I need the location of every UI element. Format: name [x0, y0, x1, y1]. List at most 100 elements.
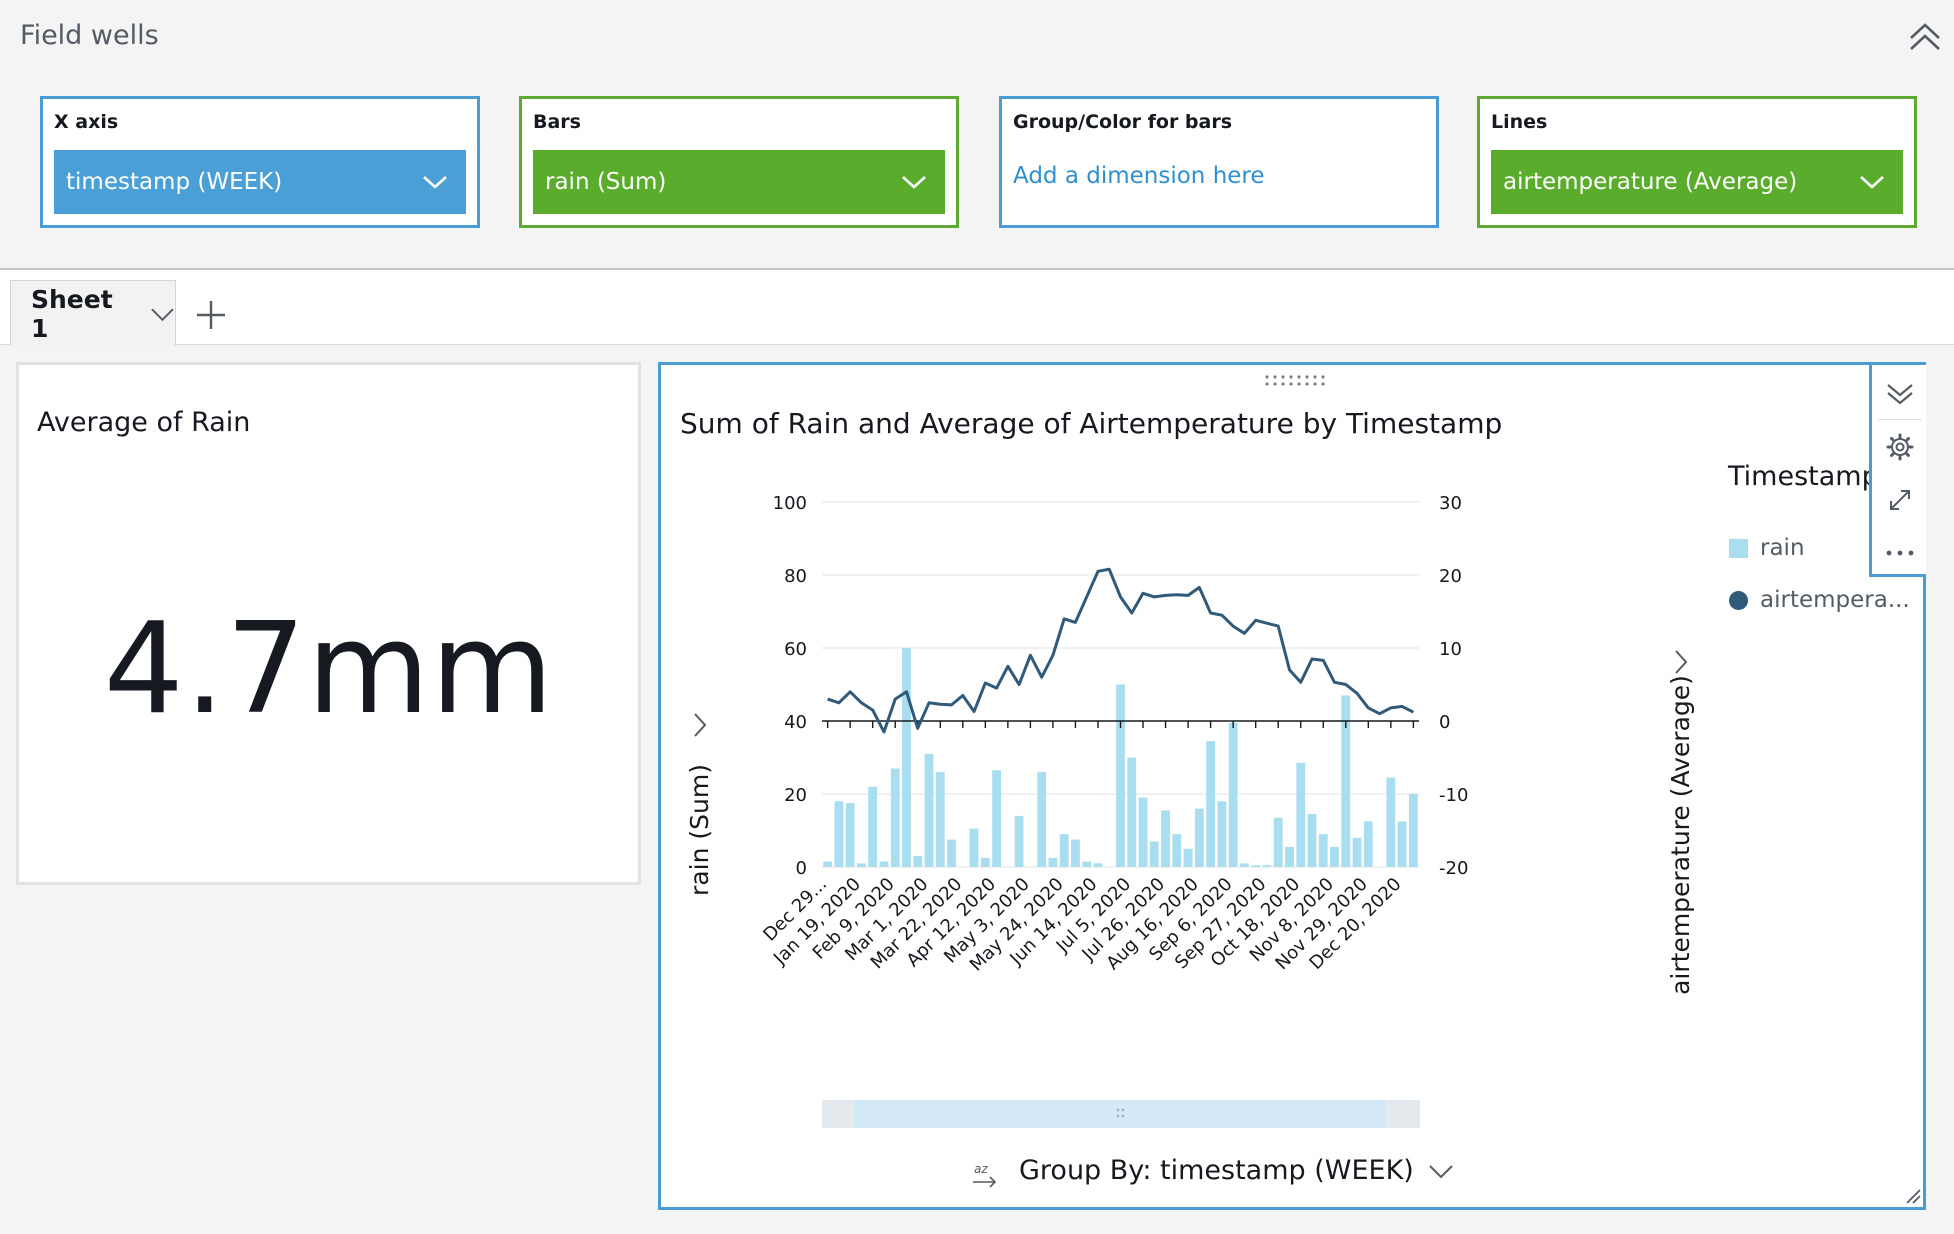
rain-bar	[1082, 861, 1092, 867]
kpi-value: 4.7mm	[103, 595, 555, 742]
visual-menu-toolbar	[1869, 362, 1926, 577]
rain-bar	[1071, 839, 1080, 867]
rain-bar	[868, 786, 878, 867]
zoom-handle-right[interactable]	[1386, 1100, 1420, 1128]
rain-bars	[823, 648, 1418, 867]
drag-handle-icon[interactable]	[1263, 374, 1327, 388]
tab-sheet-1[interactable]: Sheet 1	[10, 280, 176, 346]
rain-bar	[857, 863, 866, 867]
rain-bar	[845, 803, 855, 867]
bars-well: Bars rain (Sum)	[519, 96, 959, 228]
left-axis-tick-label: 80	[784, 566, 807, 587]
left-axis-tick-label: 60	[784, 639, 807, 660]
rain-bar	[890, 768, 900, 867]
lines-well: Lines airtemperature (Average)	[1477, 96, 1917, 228]
left-axis-tick-label: 100	[773, 493, 807, 514]
x-axis-well: X axis timestamp (WEEK)	[40, 96, 480, 228]
expand-left-axis-icon[interactable]	[694, 713, 707, 737]
legend-swatch	[1729, 590, 1748, 610]
bars-well-label: Bars	[533, 111, 581, 133]
rain-bar	[935, 772, 945, 867]
add-sheet-icon[interactable]	[193, 297, 229, 333]
svg-text:az: az	[974, 1162, 988, 1176]
rain-bar	[879, 861, 889, 867]
sheet-tabbar: Sheet 1	[0, 270, 1954, 346]
zoom-handle-left[interactable]	[822, 1100, 854, 1128]
right-axis-tick-label: 10	[1439, 639, 1462, 660]
field-wells-header: Field wells	[0, 0, 1954, 72]
right-axis-tick-label: -10	[1439, 785, 1468, 806]
rain-bar	[834, 801, 844, 867]
collapse-icon[interactable]	[1905, 20, 1945, 54]
lines-field-pill[interactable]: airtemperature (Average)	[1491, 150, 1903, 214]
legend-label: airtempera...	[1760, 587, 1910, 613]
zoom-range[interactable]	[854, 1100, 1386, 1128]
rain-bar	[1386, 777, 1396, 867]
rain-bar	[1240, 863, 1249, 867]
chevron-down-icon[interactable]	[150, 303, 175, 325]
legend-title: Timestamp	[1728, 461, 1879, 492]
more-options-icon[interactable]	[1880, 533, 1920, 573]
rain-bar	[1273, 817, 1283, 867]
right-axis-tick-label: -20	[1439, 858, 1468, 879]
combo-chart-visual[interactable]: Sum of Rain and Average of Airtemperatur…	[658, 362, 1926, 1210]
x-axis-field-name: timestamp (WEEK)	[66, 169, 283, 195]
bars-field-pill[interactable]: rain (Sum)	[533, 150, 945, 214]
rain-bar	[1014, 815, 1024, 867]
legend-item-airtemperature[interactable]: airtempera...	[1729, 587, 1910, 613]
resize-handle-icon[interactable]	[1904, 1187, 1922, 1205]
rain-bar	[1161, 810, 1170, 867]
rain-bar	[947, 839, 956, 867]
lines-field-name: airtemperature (Average)	[1503, 169, 1798, 195]
right-axis-label: airtemperature (Average)	[1666, 675, 1695, 995]
add-dimension-link[interactable]: Add a dimension here	[1013, 163, 1265, 189]
rain-bar	[1408, 794, 1418, 867]
rain-bar	[1330, 846, 1339, 867]
bars-field-name: rain (Sum)	[545, 169, 667, 195]
rain-bar	[1037, 772, 1047, 867]
kpi-visual[interactable]: Average of Rain 4.7mm	[16, 362, 641, 885]
group-by-control[interactable]: Group By: timestamp (WEEK)	[1019, 1155, 1454, 1186]
field-wells-title: Field wells	[20, 20, 159, 51]
rain-bar	[1262, 865, 1272, 867]
sort-az-icon[interactable]: az	[971, 1162, 999, 1188]
zoom-scrollbar[interactable]	[822, 1100, 1420, 1128]
rain-bar	[1116, 684, 1125, 867]
rain-bar	[980, 857, 990, 867]
airtemperature-series-line	[827, 567, 1415, 734]
left-axis-ticks: 100 80 60 40 20 0	[773, 493, 807, 879]
rain-bar	[1285, 846, 1294, 867]
rain-bar	[1138, 797, 1148, 867]
rain-bar	[1217, 801, 1227, 867]
rain-bar	[1228, 722, 1238, 867]
sheet-tab-label: Sheet 1	[31, 284, 113, 343]
group-color-well: Group/Color for bars Add a dimension her…	[999, 96, 1439, 228]
gear-icon[interactable]	[1880, 427, 1920, 467]
legend-item-rain[interactable]: rain	[1729, 535, 1805, 561]
expand-right-axis-icon[interactable]	[1675, 650, 1688, 674]
toolbar-divider	[1878, 419, 1922, 420]
left-axis-tick-label: 40	[784, 712, 807, 733]
x-axis-well-label: X axis	[54, 111, 119, 133]
rain-bar	[969, 828, 979, 867]
chevron-down-icon	[423, 176, 447, 189]
group-color-well-label: Group/Color for bars	[1013, 111, 1233, 133]
lines-well-label: Lines	[1491, 111, 1548, 133]
rain-bar	[992, 770, 1001, 867]
right-axis-tick-label: 20	[1439, 566, 1462, 587]
right-axis-ticks: 30 20 10 0 -10 -20	[1439, 493, 1468, 879]
rain-bar	[1307, 814, 1317, 867]
rain-bar	[1296, 762, 1306, 867]
rain-bar	[1127, 757, 1137, 867]
rain-bar	[1318, 834, 1328, 867]
chevron-down-icon	[1429, 1164, 1453, 1178]
collapse-visual-icon[interactable]	[1880, 373, 1920, 413]
rain-bar	[1194, 808, 1204, 867]
x-axis-field-pill[interactable]: timestamp (WEEK)	[54, 150, 466, 214]
kpi-title: Average of Rain	[37, 407, 251, 438]
rain-bar	[902, 648, 911, 867]
chart-title: Sum of Rain and Average of Airtemperatur…	[680, 407, 1503, 440]
expand-icon[interactable]	[1880, 480, 1920, 520]
